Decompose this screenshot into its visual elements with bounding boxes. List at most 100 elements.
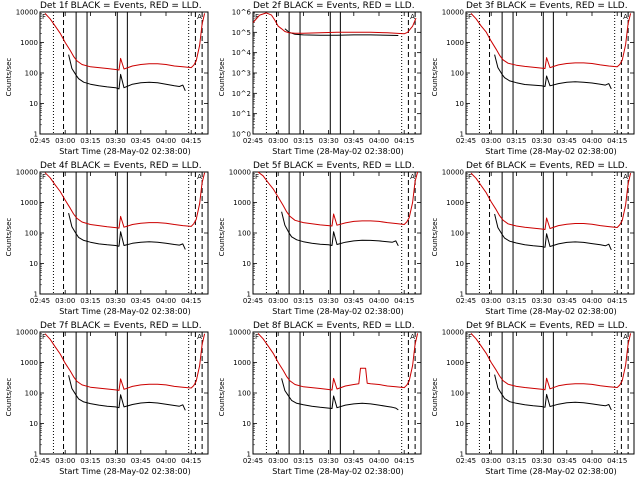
y-tick-label: 1 xyxy=(34,291,38,299)
y-tick-label: 1000 xyxy=(233,199,251,207)
x-axis-label: Start Time (28-May-02 02:38:00) xyxy=(59,467,191,476)
x-tick-label: 03:15 xyxy=(506,297,526,305)
x-axis-label: Start Time (28-May-02 02:38:00) xyxy=(59,147,191,156)
chart-title: Det 6f BLACK = Events, RED = LLD. xyxy=(466,161,628,171)
corner-mark-a: A xyxy=(623,13,628,21)
y-tick-label: 10000 xyxy=(229,169,251,177)
y-axis-label: Counts/sec xyxy=(5,217,13,257)
y-axis-label: Counts/sec xyxy=(5,57,13,97)
y-tick-label: 10^5 xyxy=(232,29,251,37)
x-tick-label: 02:45 xyxy=(30,297,50,305)
corner-mark-f: F xyxy=(255,173,259,181)
x-tick-label: 02:45 xyxy=(456,297,476,305)
y-tick-label: 10000 xyxy=(16,9,38,17)
events-series-line xyxy=(281,211,399,247)
corner-mark-a: A xyxy=(197,173,202,181)
x-tick-label: 04:15 xyxy=(607,137,627,145)
x-tick-label: 03:15 xyxy=(506,457,526,465)
x-tick-label: 04:00 xyxy=(582,457,602,465)
corner-mark-a: A xyxy=(410,13,415,21)
chart-title: Det 3f BLACK = Events, RED = LLD. xyxy=(466,1,628,11)
x-tick-label: 03:45 xyxy=(557,457,577,465)
x-axis-label: Start Time (28-May-02 02:38:00) xyxy=(485,307,617,316)
x-tick-label: 04:00 xyxy=(369,297,389,305)
x-tick-label: 03:15 xyxy=(80,457,100,465)
chart-title: Det 4f BLACK = Events, RED = LLD. xyxy=(40,161,202,171)
y-axis-label: Counts/sec xyxy=(218,57,226,97)
y-tick-label: 100 xyxy=(451,230,464,238)
x-tick-label: 03:15 xyxy=(293,137,313,145)
lld-series-line xyxy=(257,171,419,227)
y-tick-label: 10 xyxy=(29,260,38,268)
y-tick-label: 1000 xyxy=(20,359,38,367)
x-tick-label: 03:45 xyxy=(131,137,151,145)
x-tick-label: 03:30 xyxy=(319,137,339,145)
chart-title: Det 7f BLACK = Events, RED = LLD. xyxy=(40,321,202,331)
x-tick-label: 03:30 xyxy=(106,457,126,465)
events-series-line xyxy=(494,374,612,411)
events-series-line xyxy=(68,375,186,411)
corner-mark-f: F xyxy=(42,173,46,181)
x-tick-label: 03:30 xyxy=(106,297,126,305)
y-tick-label: 100 xyxy=(25,70,38,78)
plot-frame xyxy=(465,11,635,135)
y-tick-label: 10000 xyxy=(442,329,464,337)
x-tick-label: 04:15 xyxy=(394,137,414,145)
x-tick-label: 03:00 xyxy=(55,457,75,465)
events-series-line xyxy=(494,213,612,251)
corner-mark-f: F xyxy=(42,13,46,21)
y-tick-label: 10^1 xyxy=(232,110,251,118)
y-tick-label: 10^3 xyxy=(232,70,251,78)
corner-mark-a: A xyxy=(623,173,628,181)
corner-mark-f: F xyxy=(255,13,259,21)
x-tick-label: 03:15 xyxy=(293,457,313,465)
x-tick-label: 04:15 xyxy=(607,457,627,465)
x-axis-label: Start Time (28-May-02 02:38:00) xyxy=(485,467,617,476)
y-tick-label: 10^4 xyxy=(232,49,252,57)
y-tick-label: 10 xyxy=(455,260,464,268)
x-tick-label: 03:45 xyxy=(557,137,577,145)
chart-title: Det 8f BLACK = Events, RED = LLD. xyxy=(253,321,415,331)
chart-svg: 02:45 03:00 03:15 03:30 03:45 04:00 04:15 1 10 10… xyxy=(16,9,209,145)
x-tick-label: 04:00 xyxy=(582,297,602,305)
y-tick-label: 10000 xyxy=(442,169,464,177)
y-axis-label: Counts/sec xyxy=(431,57,439,97)
x-tick-label: 03:30 xyxy=(532,297,552,305)
plot-frame xyxy=(252,331,422,455)
lld-series-line xyxy=(44,13,206,71)
y-tick-label: 100 xyxy=(451,390,464,398)
x-axis-label: Start Time (28-May-02 02:38:00) xyxy=(272,147,404,156)
x-tick-label: 03:45 xyxy=(131,457,151,465)
y-tick-label: 10^0 xyxy=(232,131,251,139)
detector-panel: 02:45 03:00 03:15 03:30 03:45 04:00 04:15 1 10 10… xyxy=(426,320,639,480)
x-tick-label: 03:15 xyxy=(80,137,100,145)
y-tick-label: 10 xyxy=(29,420,38,428)
x-tick-label: 03:15 xyxy=(293,297,313,305)
x-tick-label: 03:30 xyxy=(532,457,552,465)
detector-panel: 02:45 03:00 03:15 03:30 03:45 04:00 04:15 1 10 10… xyxy=(213,160,426,320)
lld-series-line xyxy=(470,172,632,230)
corner-mark-f: F xyxy=(255,333,259,341)
x-tick-label: 04:00 xyxy=(156,457,176,465)
y-tick-label: 10000 xyxy=(442,9,464,17)
lld-series-line xyxy=(44,172,206,229)
y-tick-label: 100 xyxy=(451,70,464,78)
corner-mark-f: F xyxy=(42,333,46,341)
x-tick-label: 03:00 xyxy=(55,297,75,305)
x-tick-label: 03:00 xyxy=(268,137,288,145)
y-tick-label: 1000 xyxy=(446,39,464,47)
plot-frame xyxy=(252,11,422,135)
x-tick-label: 03:45 xyxy=(344,457,364,465)
plot-frame xyxy=(39,11,209,135)
x-tick-label: 03:00 xyxy=(481,297,501,305)
y-tick-label: 1 xyxy=(247,291,251,299)
chart-svg: 02:45 03:00 03:15 03:30 03:45 04:00 04:15 1 10 10… xyxy=(16,329,209,465)
x-tick-label: 04:15 xyxy=(181,137,201,145)
x-tick-label: 02:45 xyxy=(456,457,476,465)
y-tick-label: 100 xyxy=(238,390,251,398)
corner-mark-f: F xyxy=(468,173,472,181)
y-tick-label: 10000 xyxy=(16,169,38,177)
y-tick-label: 100 xyxy=(238,230,251,238)
events-series-line xyxy=(68,54,186,92)
